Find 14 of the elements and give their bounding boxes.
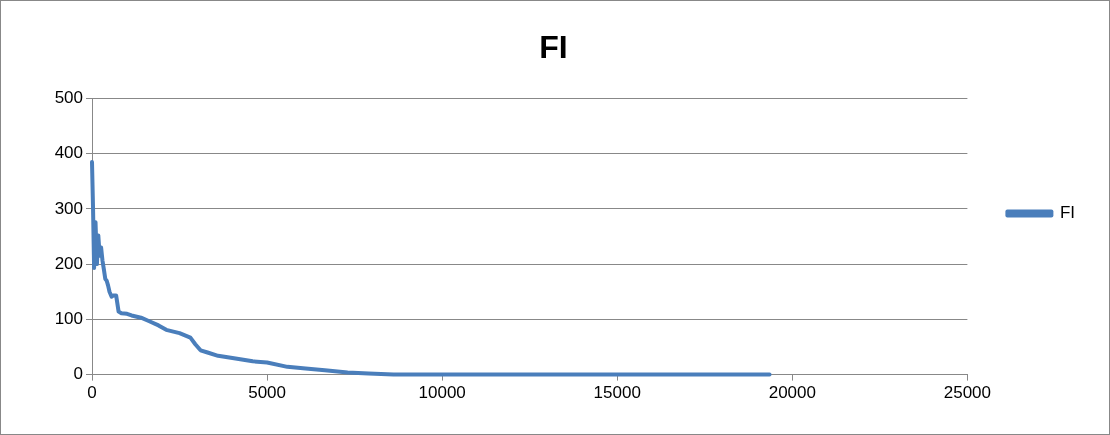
y-tick-label: 200 [54,253,83,273]
y-tick-label: 100 [54,309,83,329]
y-tick-label: 500 [54,88,83,108]
legend-label: FI [1059,203,1075,223]
x-tick-label: 10000 [418,383,466,403]
y-tick-label: 0 [73,364,83,384]
x-tick-label: 5000 [248,383,286,403]
y-tick-label: 300 [54,198,83,218]
chart-title: FI [539,29,568,66]
y-tick-label: 400 [54,143,83,163]
x-tick-label: 0 [87,383,97,403]
x-tick-label: 20000 [768,383,816,403]
x-tick-label: 25000 [943,383,992,403]
x-tick-label: 15000 [593,383,641,403]
